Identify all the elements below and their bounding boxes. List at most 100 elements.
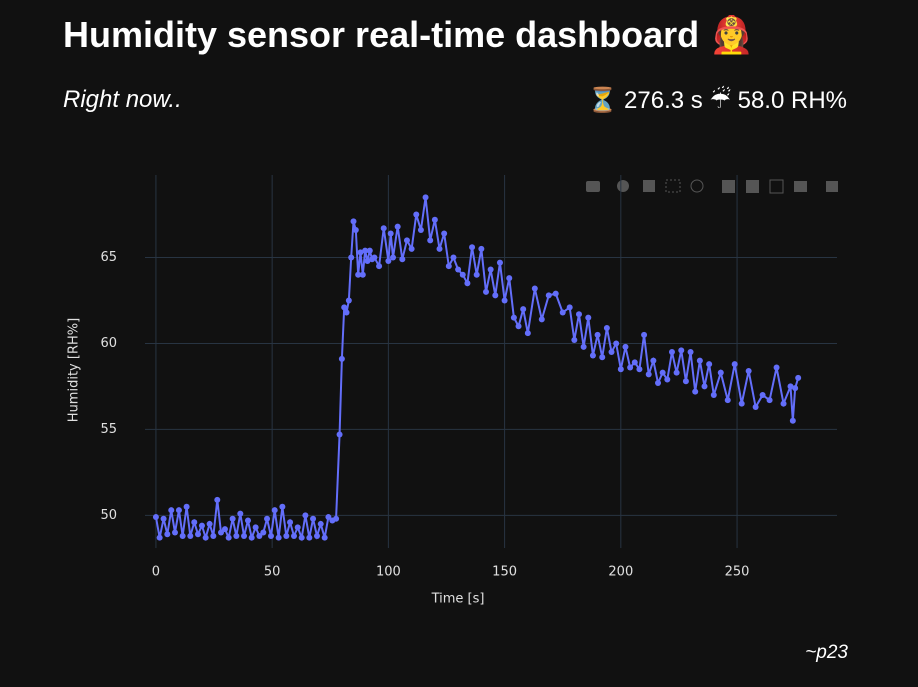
- data-point: [613, 340, 620, 347]
- time-stat: ⏳ 276.3 s: [587, 87, 703, 114]
- data-point: [210, 532, 217, 539]
- box-select-button[interactable]: [665, 179, 681, 193]
- data-point: [241, 532, 248, 539]
- data-point: [603, 324, 610, 331]
- data-point: [194, 531, 201, 538]
- data-point: [237, 510, 244, 517]
- data-point: [260, 529, 267, 536]
- data-point: [589, 352, 596, 359]
- data-point: [792, 385, 799, 392]
- data-point: [459, 271, 466, 278]
- y-axis-title: Humidity [RH%]: [67, 318, 82, 422]
- zoom-out-button[interactable]: [746, 180, 759, 193]
- data-point: [759, 392, 766, 399]
- data-point: [627, 364, 634, 371]
- data-point: [795, 374, 802, 381]
- data-point: [787, 383, 794, 390]
- data-point: [724, 397, 731, 404]
- data-point: [701, 383, 708, 390]
- data-point: [545, 292, 552, 299]
- data-point: [408, 245, 415, 252]
- data-point: [538, 316, 545, 323]
- data-point: [436, 245, 443, 252]
- data-point: [496, 259, 503, 266]
- humidity-stat: ☔ 58.0 RH%: [709, 87, 847, 114]
- data-point: [394, 223, 401, 230]
- data-point: [575, 311, 582, 318]
- data-point: [473, 271, 480, 278]
- data-point: [357, 249, 364, 256]
- data-point: [636, 366, 643, 373]
- zoom-button[interactable]: [617, 180, 629, 192]
- reset-button[interactable]: [794, 181, 807, 192]
- data-point: [752, 404, 759, 411]
- data-point: [617, 366, 624, 373]
- data-point: [229, 515, 236, 522]
- data-point: [515, 323, 522, 330]
- data-point: [390, 254, 397, 261]
- data-point: [271, 507, 278, 514]
- data-point: [731, 361, 738, 368]
- data-point: [202, 534, 209, 541]
- lasso-button[interactable]: [690, 179, 704, 193]
- zoom-in-button[interactable]: [722, 180, 735, 193]
- data-point: [264, 515, 271, 522]
- data-point: [403, 237, 410, 244]
- data-point: [244, 517, 251, 524]
- data-point: [279, 503, 286, 510]
- data-point: [283, 532, 290, 539]
- data-point: [152, 514, 159, 521]
- data-point: [321, 534, 328, 541]
- data-point: [348, 254, 355, 261]
- data-point: [431, 216, 438, 223]
- stats: ⏳ 276.3 s ☔ 58.0 RH%: [587, 86, 847, 115]
- x-tick-label: 200: [608, 565, 633, 580]
- data-point: [314, 532, 321, 539]
- data-point: [501, 297, 508, 304]
- data-point: [214, 496, 221, 503]
- data-point: [187, 532, 194, 539]
- data-point: [531, 285, 538, 292]
- signature: ~p23: [805, 642, 848, 663]
- data-point: [585, 314, 592, 321]
- data-point: [417, 227, 424, 234]
- page-title: Humidity sensor real-time dashboard 👩‍🚒: [63, 14, 754, 55]
- data-point: [359, 271, 366, 278]
- data-point: [483, 288, 490, 295]
- data-point: [225, 534, 232, 541]
- data-point: [302, 512, 309, 519]
- data-point: [160, 515, 167, 522]
- data-point: [524, 330, 531, 337]
- data-point: [687, 349, 694, 356]
- data-point: [252, 524, 259, 531]
- toolbar: [586, 179, 838, 194]
- data-point: [668, 349, 675, 356]
- plotly-logo[interactable]: [826, 181, 838, 192]
- x-tick-label: 150: [492, 565, 517, 580]
- data-point: [267, 532, 274, 539]
- data-point: [427, 237, 434, 244]
- data-point: [345, 297, 352, 304]
- y-tick-label: 65: [100, 250, 117, 265]
- data-point: [594, 331, 601, 338]
- data-point: [450, 254, 457, 261]
- data-point: [780, 400, 787, 407]
- data-point: [717, 369, 724, 376]
- data-point: [580, 343, 587, 350]
- data-point: [191, 519, 198, 526]
- pan-button[interactable]: [643, 180, 655, 192]
- camera-button[interactable]: [586, 181, 600, 192]
- data-point: [552, 290, 559, 297]
- x-tick-label: 0: [152, 565, 160, 580]
- data-point: [566, 304, 573, 311]
- data-point: [306, 534, 313, 541]
- data-point: [692, 388, 699, 395]
- data-point: [294, 524, 301, 531]
- data-point: [696, 357, 703, 364]
- autoscale-button[interactable]: [769, 179, 784, 194]
- data-point: [371, 254, 378, 261]
- data-point: [673, 369, 680, 376]
- data-point: [520, 306, 527, 313]
- data-point: [171, 529, 178, 536]
